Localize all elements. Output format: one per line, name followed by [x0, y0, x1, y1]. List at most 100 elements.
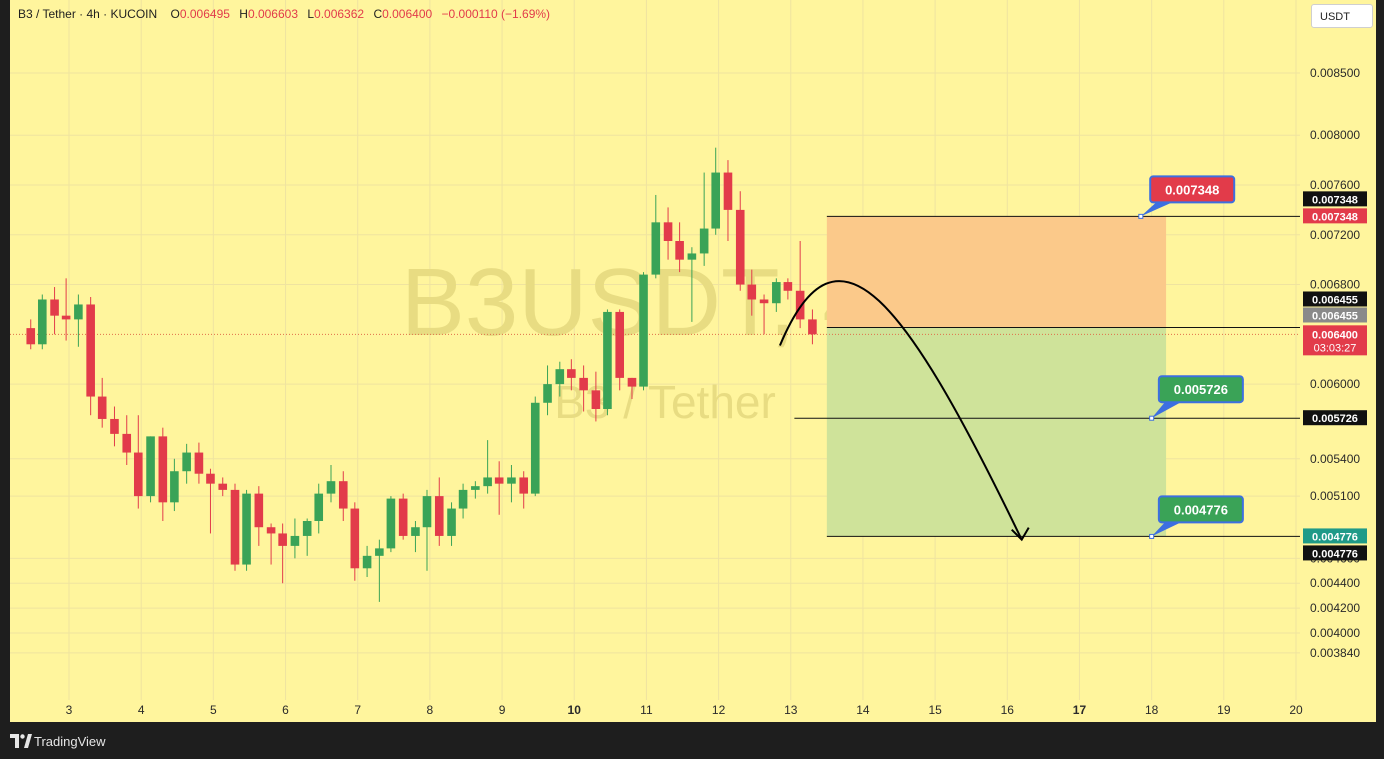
candle-body: [122, 433, 132, 453]
candle[interactable]: [411, 521, 420, 553]
candle[interactable]: [86, 297, 95, 416]
candle[interactable]: [182, 443, 191, 484]
candle-body: [218, 483, 228, 490]
candle[interactable]: [447, 502, 456, 546]
projection-arrow[interactable]: [779, 280, 1023, 541]
time-tick-label: 3: [66, 703, 73, 717]
candle[interactable]: [711, 147, 721, 235]
candle[interactable]: [386, 496, 396, 553]
candle[interactable]: [519, 471, 529, 509]
candle[interactable]: [422, 489, 432, 571]
candle[interactable]: [759, 294, 769, 335]
candle[interactable]: [26, 319, 36, 350]
time-tick-label: 5: [210, 703, 217, 717]
candle-body: [591, 390, 601, 409]
candle[interactable]: [772, 278, 781, 312]
candle-body: [290, 535, 300, 546]
candle[interactable]: [230, 483, 240, 571]
candle[interactable]: [266, 523, 276, 565]
candle[interactable]: [242, 489, 251, 571]
candle[interactable]: [158, 427, 168, 521]
price-tick-label: 0.004000: [1310, 626, 1360, 640]
candle-body: [326, 481, 336, 494]
tag-target2-black-bg: [1303, 545, 1367, 561]
candle[interactable]: [507, 465, 516, 503]
candle[interactable]: [170, 458, 179, 512]
candle[interactable]: [314, 483, 324, 534]
tradingview-brand[interactable]: TradingView: [34, 734, 106, 749]
candle[interactable]: [579, 365, 588, 412]
candle[interactable]: [133, 415, 143, 509]
candle[interactable]: [651, 194, 661, 279]
target-zone[interactable]: [826, 327, 1167, 537]
stop-loss-zone[interactable]: [826, 216, 1167, 328]
candle[interactable]: [627, 377, 637, 400]
candle[interactable]: [795, 241, 805, 329]
candle-body: [772, 282, 781, 304]
tradingview-logo-icon[interactable]: [10, 734, 32, 748]
candle[interactable]: [194, 442, 204, 484]
candle[interactable]: [483, 440, 492, 494]
candle[interactable]: [326, 465, 336, 503]
target2-callout[interactable]: [1157, 495, 1244, 524]
candle[interactable]: [663, 207, 673, 260]
candle[interactable]: [362, 545, 372, 577]
price-tick-label: 0.006000: [1310, 377, 1360, 391]
tag-target1-black-bg: [1303, 410, 1367, 426]
price-tick-label: 0.004400: [1310, 576, 1360, 590]
stop-callout[interactable]: [1149, 175, 1236, 204]
candle[interactable]: [375, 539, 384, 602]
candle[interactable]: [687, 247, 697, 322]
candle[interactable]: [61, 278, 71, 341]
watermark-name: B3 / Tether: [554, 376, 776, 428]
footer-bar: TradingView: [0, 722, 1384, 759]
candle[interactable]: [735, 191, 745, 291]
candle-body: [687, 253, 697, 260]
candle[interactable]: [122, 415, 132, 465]
candle[interactable]: [783, 278, 793, 300]
symbol-title: B3 / Tether · 4h · KUCOIN: [18, 7, 158, 21]
candle[interactable]: [254, 486, 264, 546]
currency-selector[interactable]: USDT: [1311, 4, 1373, 28]
candle[interactable]: [699, 172, 709, 266]
candle[interactable]: [50, 287, 59, 335]
candle[interactable]: [567, 359, 576, 391]
candle[interactable]: [338, 471, 348, 521]
candle[interactable]: [290, 518, 300, 559]
candle[interactable]: [747, 269, 757, 316]
candle[interactable]: [639, 272, 648, 391]
candle[interactable]: [434, 477, 444, 546]
candle[interactable]: [603, 309, 612, 416]
candle[interactable]: [206, 468, 215, 534]
candle-body: [206, 473, 215, 484]
candle[interactable]: [398, 493, 408, 540]
chart-area[interactable]: B3USDT, 4h B3 / Tether 0.007348 0.005726 0.0…: [10, 0, 1376, 722]
candle[interactable]: [808, 309, 817, 345]
close-label: C: [373, 7, 383, 21]
candle[interactable]: [37, 294, 47, 350]
tag-stop-black: 0.007348: [1312, 194, 1358, 206]
candle[interactable]: [615, 309, 625, 391]
candle[interactable]: [146, 436, 155, 503]
candle[interactable]: [110, 406, 119, 447]
target2-callout-handle: [1149, 533, 1155, 539]
candle[interactable]: [74, 294, 83, 347]
candle[interactable]: [471, 481, 480, 499]
candle[interactable]: [494, 461, 504, 515]
candle[interactable]: [278, 523, 287, 584]
candle[interactable]: [591, 371, 601, 422]
target1-callout[interactable]: [1157, 375, 1244, 404]
candle[interactable]: [458, 483, 468, 519]
candle[interactable]: [555, 361, 565, 397]
candle[interactable]: [530, 396, 540, 497]
candle[interactable]: [723, 160, 733, 241]
price-tick-label: 0.004200: [1310, 601, 1360, 615]
candle[interactable]: [302, 518, 312, 556]
candle-body: [302, 521, 312, 536]
candle[interactable]: [218, 477, 228, 497]
candle[interactable]: [97, 377, 107, 428]
candle[interactable]: [350, 502, 360, 581]
candle[interactable]: [543, 365, 552, 416]
candle[interactable]: [675, 222, 684, 273]
